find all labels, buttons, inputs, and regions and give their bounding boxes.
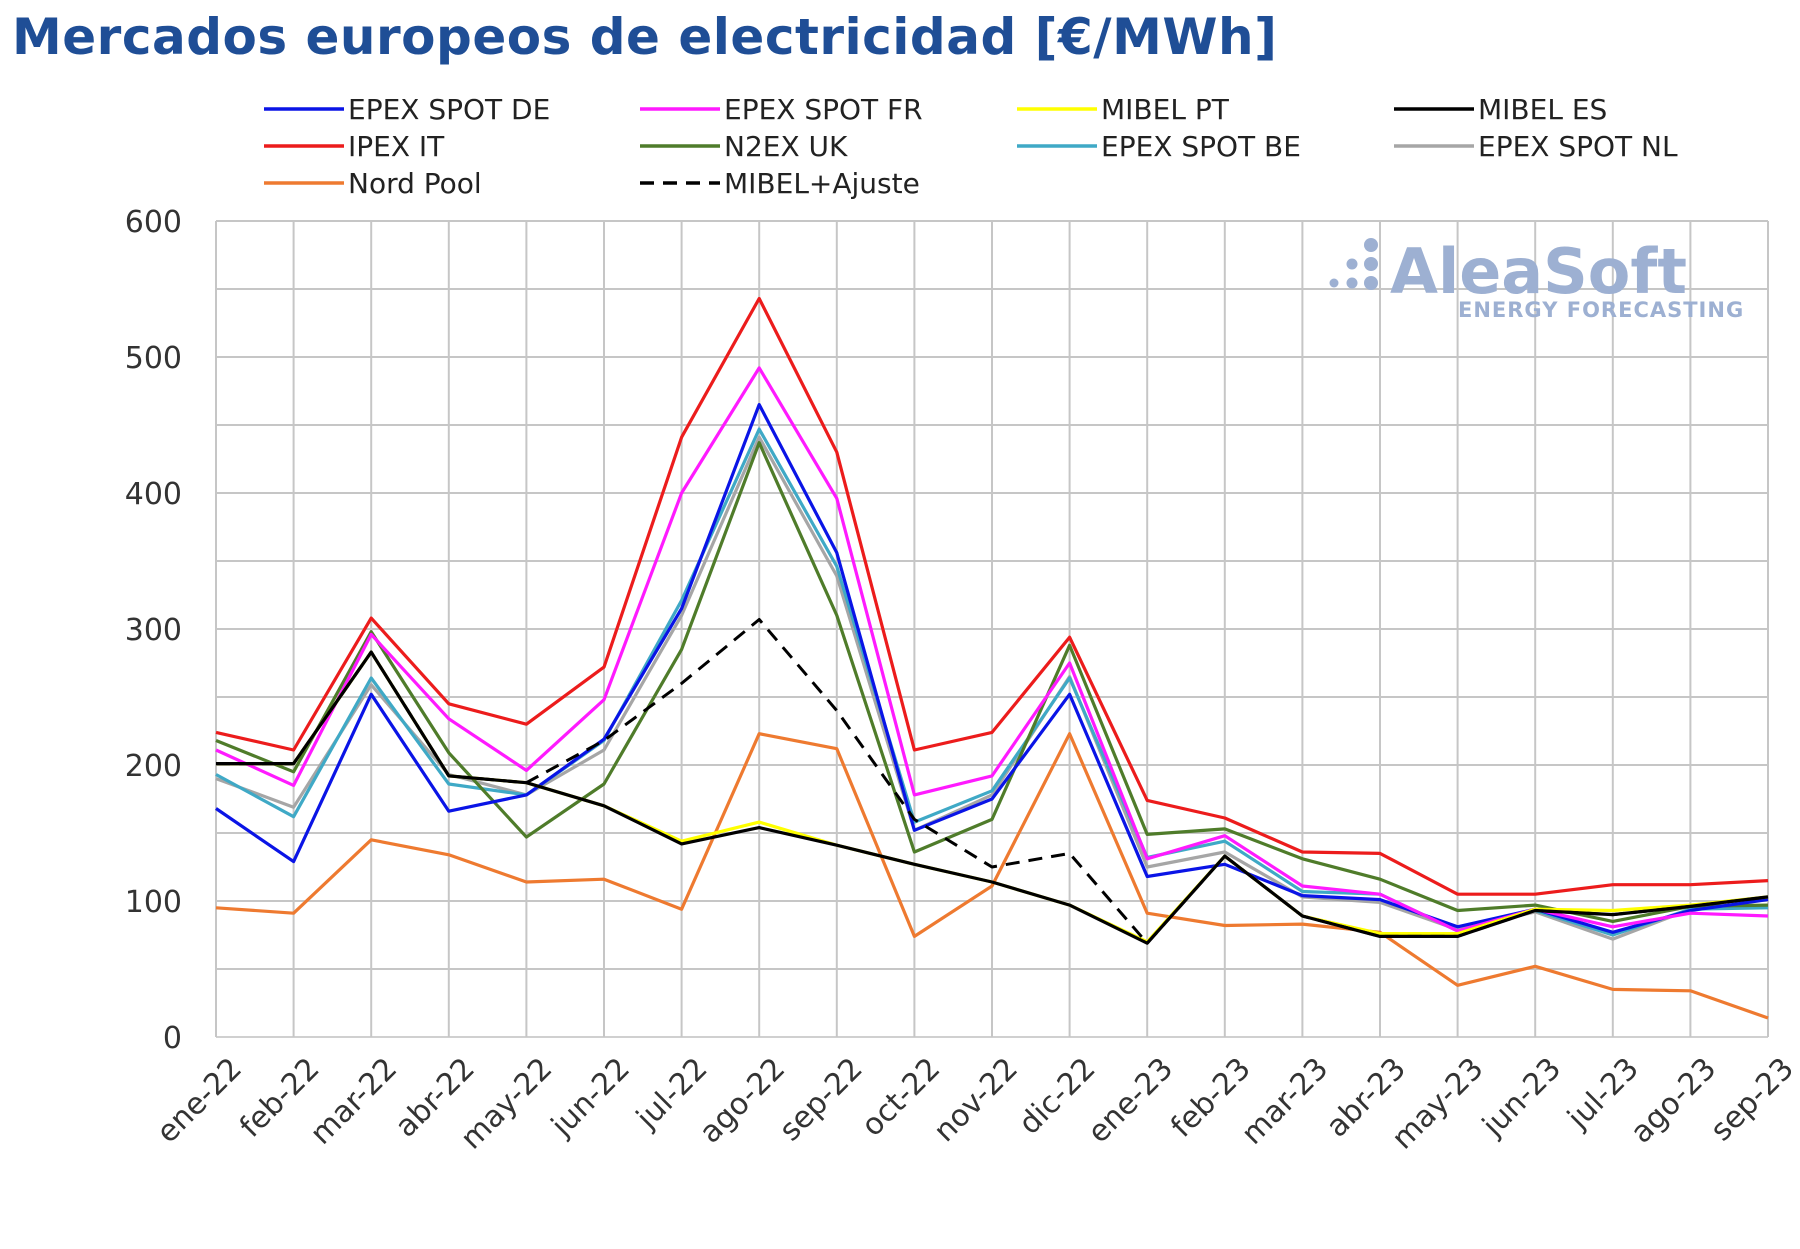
watermark-name: AleaSoft: [1390, 235, 1687, 308]
legend-label: EPEX SPOT BE: [1101, 130, 1301, 163]
series-line-n2ex-uk: [215, 441, 1769, 924]
x-tick-label: ene-22: [150, 1051, 249, 1150]
logo-dot: [1346, 277, 1358, 289]
y-tick-label: 600: [125, 205, 182, 240]
y-tick-label: 0: [163, 1021, 182, 1056]
x-tick-label: jun-22: [544, 1051, 637, 1144]
chart-title: Mercados europeos de electricidad [€/MWh…: [12, 8, 1278, 66]
legend-label: EPEX SPOT NL: [1478, 130, 1678, 163]
x-tick-label: ene-23: [1081, 1051, 1180, 1150]
x-axis-ticks: ene-22feb-22mar-22abr-22may-22jun-22jul-…: [150, 1051, 1800, 1156]
series-line-ipex-it: [215, 296, 1769, 896]
legend-label: Nord Pool: [348, 167, 482, 200]
watermark-tagline: ENERGY FORECASTING: [1458, 298, 1744, 322]
legend-label: N2EX UK: [724, 130, 848, 163]
y-tick-label: 100: [125, 885, 182, 920]
logo-dot: [1364, 257, 1378, 271]
logo-dot: [1364, 276, 1378, 290]
x-tick-label: jun-23: [1475, 1051, 1568, 1144]
x-tick-label: ago-22: [693, 1051, 792, 1150]
logo-dots-icon: [1329, 238, 1378, 290]
y-tick-label: 400: [125, 477, 182, 512]
y-tick-label: 200: [125, 749, 182, 784]
x-tick-label: mar-22: [304, 1051, 404, 1151]
series-line-mibel-ajuste: [216, 618, 1769, 945]
legend-label: EPEX SPOT DE: [348, 93, 550, 126]
series-layer: [215, 296, 1769, 1020]
x-tick-label: nov-22: [927, 1051, 1025, 1149]
legend-label: IPEX IT: [348, 130, 445, 163]
legend-label: EPEX SPOT FR: [724, 93, 923, 126]
legend-label: MIBEL ES: [1478, 93, 1607, 126]
legend: EPEX SPOT DE EPEX SPOT FR MIBEL PT MIBEL ES…: [264, 93, 1678, 200]
watermark: AleaSoft ENERGY FORECASTING: [1329, 235, 1744, 322]
x-tick-label: sep-22: [773, 1051, 870, 1148]
x-tick-label: mar-23: [1235, 1051, 1335, 1151]
logo-dot: [1364, 238, 1378, 252]
logo-dot: [1329, 278, 1339, 288]
legend-label: MIBEL PT: [1101, 93, 1230, 126]
x-tick-label: ago-23: [1624, 1051, 1723, 1150]
y-tick-label: 300: [125, 613, 182, 648]
y-tick-label: 500: [125, 341, 182, 376]
logo-dot: [1346, 258, 1358, 270]
x-tick-label: sep-23: [1704, 1051, 1800, 1148]
series-line-nord-pool: [215, 732, 1769, 1020]
y-axis-ticks: 0 100 200 300 400 500 600: [125, 205, 182, 1056]
legend-label: MIBEL+Ajuste: [724, 167, 920, 200]
gridlines: [215, 220, 1769, 1038]
